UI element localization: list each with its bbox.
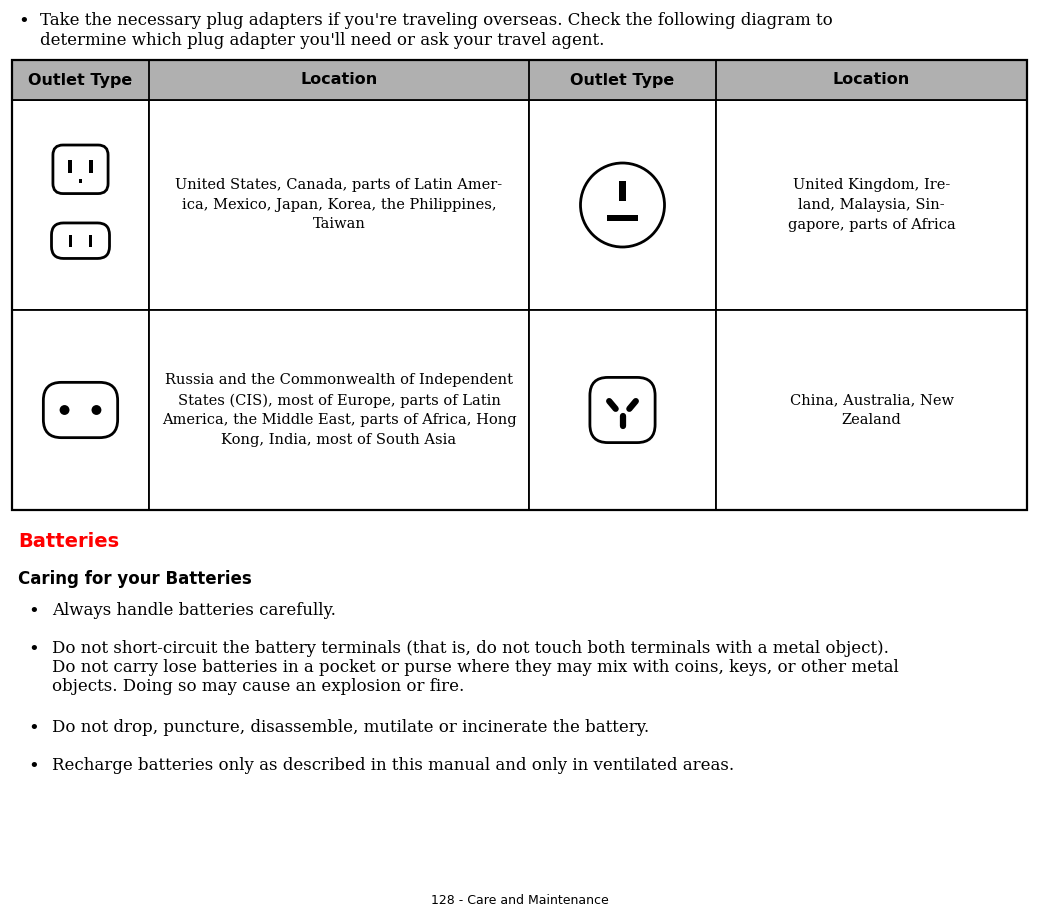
Bar	[69, 235, 73, 247]
Text: Do not drop, puncture, disassemble, mutilate or incinerate the battery.: Do not drop, puncture, disassemble, muti…	[52, 719, 649, 736]
Text: •: •	[28, 602, 38, 620]
Bar	[12, 60, 1027, 510]
Bar	[88, 235, 92, 247]
Text: •: •	[28, 640, 38, 658]
Text: determine which plug adapter you'll need or ask your travel agent.: determine which plug adapter you'll need…	[39, 32, 605, 49]
Text: Do not short-circuit the battery terminals (that is, do not touch both terminals: Do not short-circuit the battery termina…	[52, 640, 889, 657]
Text: Batteries: Batteries	[18, 532, 119, 551]
Circle shape	[581, 163, 665, 247]
Bar	[619, 182, 625, 201]
Text: Always handle batteries carefully.: Always handle batteries carefully.	[52, 602, 336, 619]
Text: Do not carry lose batteries in a pocket or purse where they may mix with coins, : Do not carry lose batteries in a pocket …	[52, 659, 899, 676]
Bar	[12, 310, 149, 510]
FancyBboxPatch shape	[53, 145, 108, 193]
Text: Location: Location	[833, 72, 910, 87]
Text: Location: Location	[300, 72, 377, 87]
Bar	[69, 160, 72, 173]
Circle shape	[91, 405, 102, 414]
FancyBboxPatch shape	[44, 382, 117, 437]
Text: Recharge batteries only as described in this manual and only in ventilated areas: Recharge batteries only as described in …	[52, 757, 735, 774]
Text: China, Australia, New
Zealand: China, Australia, New Zealand	[790, 393, 954, 426]
Text: Outlet Type: Outlet Type	[570, 72, 674, 87]
Bar	[149, 100, 529, 310]
Text: objects. Doing so may cause an explosion or fire.: objects. Doing so may cause an explosion…	[52, 678, 464, 695]
Bar	[607, 215, 638, 221]
FancyBboxPatch shape	[52, 223, 109, 259]
Text: Caring for your Batteries: Caring for your Batteries	[18, 570, 251, 588]
Text: Outlet Type: Outlet Type	[28, 72, 133, 87]
Text: •: •	[18, 12, 29, 30]
FancyBboxPatch shape	[590, 378, 656, 443]
Bar	[716, 100, 1027, 310]
Circle shape	[59, 405, 70, 414]
Bar	[79, 179, 82, 182]
Text: United Kingdom, Ire-
land, Malaysia, Sin-
gapore, parts of Africa: United Kingdom, Ire- land, Malaysia, Sin…	[788, 179, 956, 231]
Bar	[529, 310, 716, 510]
Text: United States, Canada, parts of Latin Amer-
ica, Mexico, Japan, Korea, the Phili: United States, Canada, parts of Latin Am…	[176, 179, 503, 231]
Text: •: •	[28, 757, 38, 775]
Text: Russia and the Commonwealth of Independent
States (CIS), most of Europe, parts o: Russia and the Commonwealth of Independe…	[162, 373, 516, 447]
Bar	[149, 310, 529, 510]
Text: 128 - Care and Maintenance: 128 - Care and Maintenance	[430, 894, 609, 907]
Bar	[12, 60, 1027, 100]
Text: Take the necessary plug adapters if you're traveling overseas. Check the followi: Take the necessary plug adapters if you'…	[39, 12, 832, 29]
Bar	[12, 100, 149, 310]
Bar	[716, 310, 1027, 510]
Text: •: •	[28, 719, 38, 737]
Bar	[89, 160, 92, 173]
Bar	[529, 100, 716, 310]
